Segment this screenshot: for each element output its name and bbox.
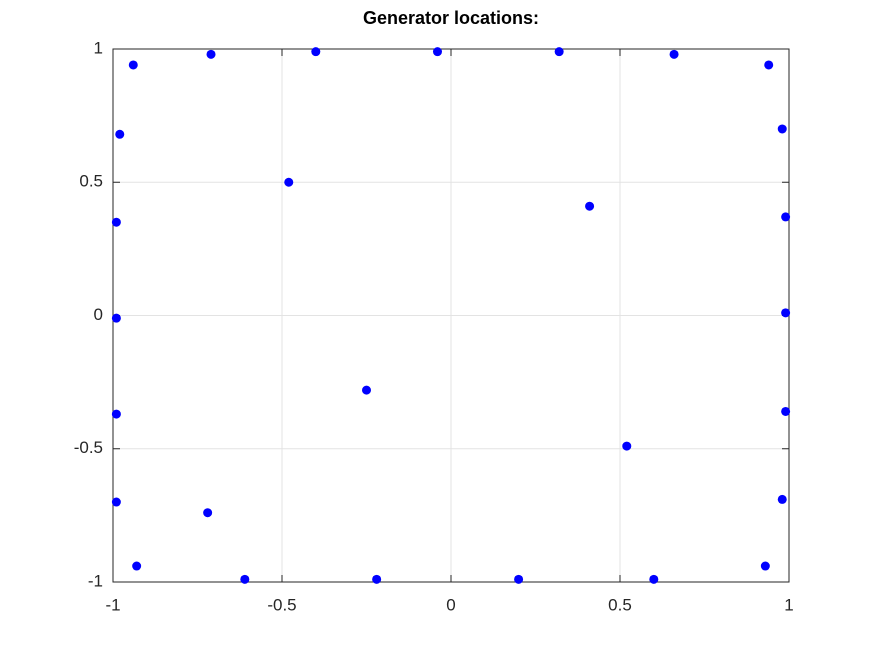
y-tick-label: -0.5 [74,438,103,457]
point [362,385,371,395]
point [111,313,121,323]
point [760,561,770,571]
chart-title: Generator locations: [363,8,539,28]
x-tick-label: -0.5 [267,595,296,614]
point [781,308,791,318]
point [311,47,321,57]
point [206,49,216,59]
point [284,177,294,187]
point [132,561,142,571]
point [115,129,125,139]
point [111,409,121,419]
point [514,574,524,584]
point [111,217,121,227]
y-tick-label: 1 [94,38,103,57]
point [622,441,632,451]
y-tick-label: -1 [88,571,103,590]
y-tick-label: 0 [94,305,103,324]
point [554,47,564,57]
point [372,574,382,584]
point [111,497,121,507]
point [781,212,791,222]
x-tick-label: 0.5 [608,595,632,614]
point [764,60,774,70]
x-tick-label: -1 [105,595,120,614]
point [432,47,442,57]
point [585,201,595,211]
point [777,124,787,134]
point [203,508,213,518]
point [240,574,250,584]
point [649,574,659,584]
point [781,406,791,416]
x-tick-label: 1 [784,595,793,614]
y-tick-label: 0.5 [79,172,103,191]
x-tick-label: 0 [446,595,455,614]
point [669,49,679,59]
point [777,494,787,504]
point [128,60,138,70]
